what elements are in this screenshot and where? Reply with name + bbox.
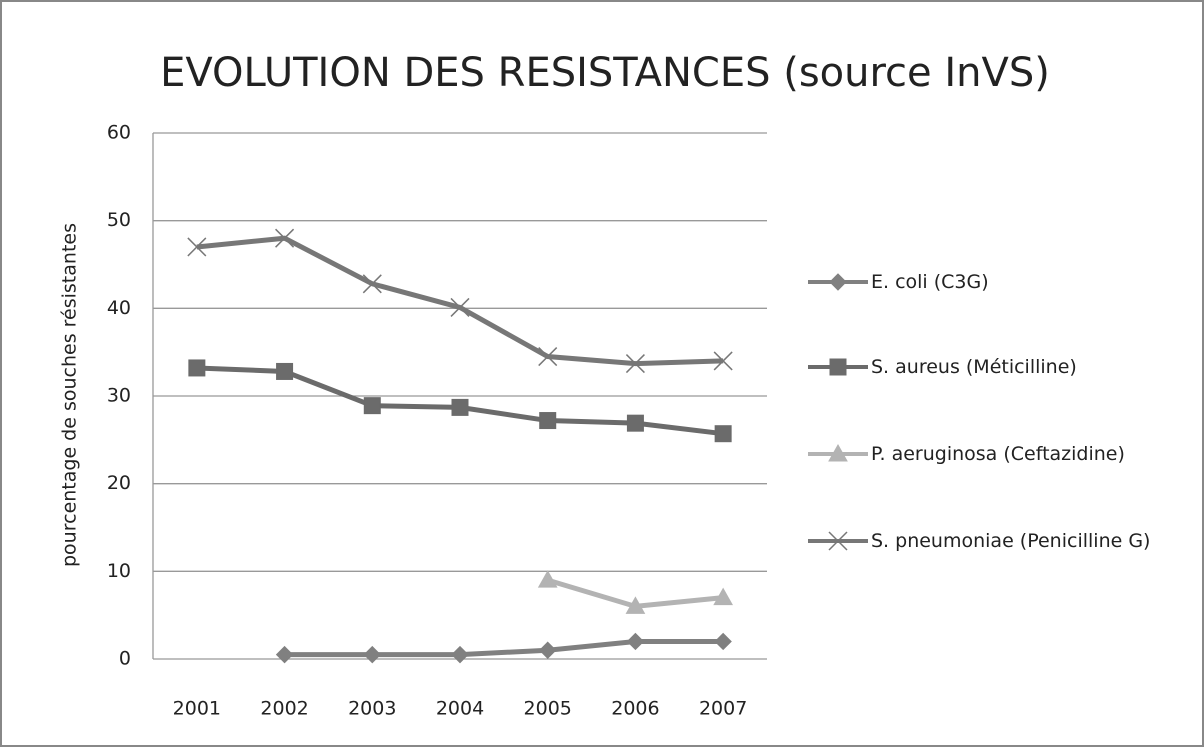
y-tick-label: 30 <box>107 385 131 407</box>
marker <box>276 362 294 380</box>
marker <box>626 632 645 651</box>
y-axis-label: pourcentage de souches résistantes <box>59 223 81 567</box>
y-tick-label: 10 <box>107 560 131 582</box>
marker <box>714 632 732 651</box>
legend-label: S. pneumoniae (Penicilline G) <box>871 530 1151 552</box>
marker <box>363 645 381 664</box>
x-tick-label: 2006 <box>611 698 659 720</box>
x-tick-label: 2003 <box>348 698 396 720</box>
x-tick-label: 2005 <box>524 698 572 720</box>
y-tick-label: 50 <box>107 209 131 231</box>
marker <box>451 645 469 664</box>
marker <box>829 273 847 291</box>
marker <box>828 531 848 551</box>
marker <box>188 359 206 377</box>
marker <box>362 274 382 294</box>
x-tick-label: 2002 <box>260 698 308 720</box>
y-tick-label: 60 <box>107 122 131 144</box>
marker <box>450 297 470 317</box>
x-tick-label: 2001 <box>173 698 221 720</box>
marker <box>451 398 469 416</box>
marker <box>275 645 294 664</box>
y-tick-label: 0 <box>119 648 131 670</box>
x-tick-label: 2007 <box>699 698 747 720</box>
chart-title: EVOLUTION DES RESISTANCES (source InVS) <box>160 50 1050 96</box>
marker <box>187 237 207 257</box>
marker <box>625 354 645 374</box>
marker <box>539 641 557 659</box>
marker <box>275 228 295 248</box>
marker <box>829 358 847 376</box>
marker <box>626 414 644 432</box>
legend-label: S. aureus (Méticilline) <box>871 356 1077 378</box>
y-tick-label: 20 <box>107 472 131 494</box>
marker <box>828 443 848 462</box>
series-line <box>196 235 724 367</box>
y-tick-label: 40 <box>107 297 131 319</box>
marker <box>363 397 381 415</box>
legend-label: P. aeruginosa (Ceftazidine) <box>871 443 1125 465</box>
marker <box>714 425 732 443</box>
series-line <box>284 638 724 658</box>
marker <box>538 347 558 367</box>
marker <box>625 596 646 614</box>
marker <box>537 570 558 588</box>
legend-label: E. coli (C3G) <box>871 271 989 293</box>
marker <box>713 351 733 371</box>
marker <box>713 587 733 606</box>
marker <box>539 412 557 430</box>
x-tick-label: 2004 <box>436 698 484 720</box>
